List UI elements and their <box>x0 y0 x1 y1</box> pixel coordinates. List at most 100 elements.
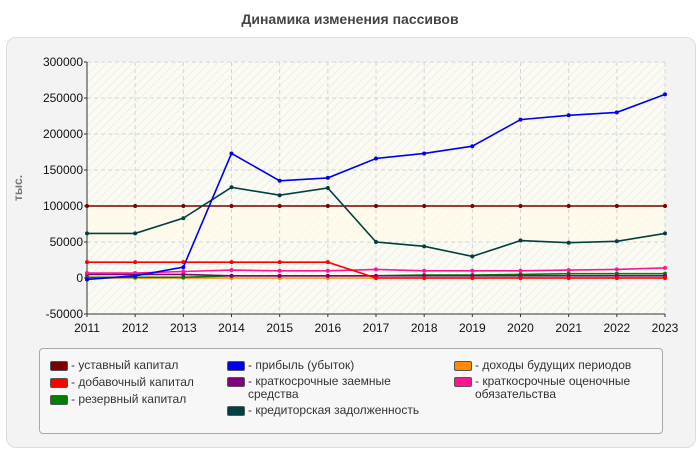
legend-item: - добавочный капитал <box>50 376 194 389</box>
data-point <box>614 239 619 244</box>
legend-label: - краткосрочные оценочные обязательства <box>475 374 631 401</box>
data-point <box>422 268 427 273</box>
data-point <box>85 270 89 275</box>
x-tick-label: 2023 <box>652 321 679 335</box>
x-tick-label: 2019 <box>459 321 486 335</box>
data-point <box>325 175 330 180</box>
data-point <box>181 265 186 270</box>
data-point <box>229 273 234 278</box>
legend: - уставный капитал - добавочный капитал … <box>39 348 663 434</box>
data-point <box>374 156 378 161</box>
y-tick-label: 150000 <box>43 163 83 177</box>
data-point <box>470 204 475 208</box>
x-tick-label: 2017 <box>363 321 390 335</box>
x-tick-label: 2022 <box>603 321 630 335</box>
data-point <box>133 260 138 265</box>
y-axis-label: тыс. <box>11 175 25 201</box>
data-point <box>277 178 282 183</box>
data-point <box>470 268 475 273</box>
x-tick-label: 2018 <box>411 321 438 335</box>
data-point <box>374 267 378 272</box>
data-point <box>181 216 186 221</box>
series <box>85 204 667 208</box>
data-point <box>374 276 378 280</box>
chart-title: Динамика изменения пассивов <box>241 11 459 27</box>
data-point <box>614 110 619 115</box>
x-tick-label: 2014 <box>218 321 245 335</box>
data-point <box>229 185 234 190</box>
data-point <box>181 269 186 274</box>
data-point <box>422 276 427 280</box>
legend-swatch <box>227 406 245 416</box>
legend-swatch <box>227 377 245 387</box>
data-point <box>663 204 667 208</box>
y-tick-label: 300000 <box>43 55 83 69</box>
data-point <box>85 260 89 265</box>
series <box>85 185 667 259</box>
legend-swatch <box>50 395 68 405</box>
legend-item: - прибыль (убыток) <box>227 359 354 372</box>
data-point <box>325 204 330 208</box>
x-tick-label: 2021 <box>555 321 582 335</box>
data-point <box>277 273 282 278</box>
data-point <box>133 270 138 275</box>
data-point <box>325 260 330 265</box>
legend-item: - кредиторская задолженность <box>227 404 419 417</box>
data-point <box>181 275 186 280</box>
y-tick-label: -50000 <box>46 307 84 321</box>
data-point <box>325 186 330 190</box>
data-point <box>374 240 378 244</box>
data-point <box>614 267 619 272</box>
data-point <box>277 204 282 208</box>
legend-item: - уставный капитал <box>50 359 178 372</box>
data-point <box>133 273 138 278</box>
data-point <box>229 204 234 208</box>
x-tick-label: 2012 <box>122 321 149 335</box>
x-tick-label: 2013 <box>170 321 197 335</box>
data-point <box>663 276 667 280</box>
y-tick-label: 0 <box>76 271 83 285</box>
data-point <box>566 113 571 118</box>
data-point <box>133 231 138 236</box>
x-tick-label: 2020 <box>507 321 534 335</box>
data-point <box>566 276 571 280</box>
data-point <box>325 273 330 278</box>
data-point <box>325 268 330 273</box>
data-point <box>518 204 523 208</box>
data-point <box>663 265 667 270</box>
legend-swatch <box>454 377 472 387</box>
data-point <box>422 244 427 249</box>
y-tick-label: 200000 <box>43 127 83 141</box>
data-point <box>614 204 619 208</box>
y-tick-label: 250000 <box>43 91 83 105</box>
legend-swatch <box>50 378 68 388</box>
data-point <box>374 204 378 208</box>
x-tick-label: 2015 <box>266 321 293 335</box>
x-tick-label: 2016 <box>314 321 341 335</box>
legend-label: - добавочный капитал <box>71 375 194 389</box>
y-tick-label: 50000 <box>50 235 84 249</box>
legend-label: - уставный капитал <box>71 358 179 372</box>
data-point <box>518 238 523 243</box>
series <box>85 272 667 278</box>
data-point <box>277 193 282 198</box>
data-point <box>663 92 667 97</box>
data-point <box>277 260 282 265</box>
legend-item: - доходы будущих периодов <box>454 359 631 372</box>
legend-item: - краткосрочные оценочные обязательства <box>454 375 654 401</box>
data-point <box>566 204 571 208</box>
data-point <box>614 276 619 280</box>
data-point <box>470 276 475 280</box>
series <box>85 92 667 282</box>
data-point <box>470 254 475 259</box>
data-point <box>277 268 282 273</box>
legend-swatch <box>454 361 472 371</box>
data-point <box>181 204 186 208</box>
data-point <box>85 204 89 208</box>
data-point <box>422 151 427 156</box>
data-point <box>229 260 234 265</box>
legend-item: - краткосрочные заемные средства <box>227 375 417 401</box>
data-point <box>518 117 523 122</box>
legend-label: - доходы будущих периодов <box>475 358 632 372</box>
